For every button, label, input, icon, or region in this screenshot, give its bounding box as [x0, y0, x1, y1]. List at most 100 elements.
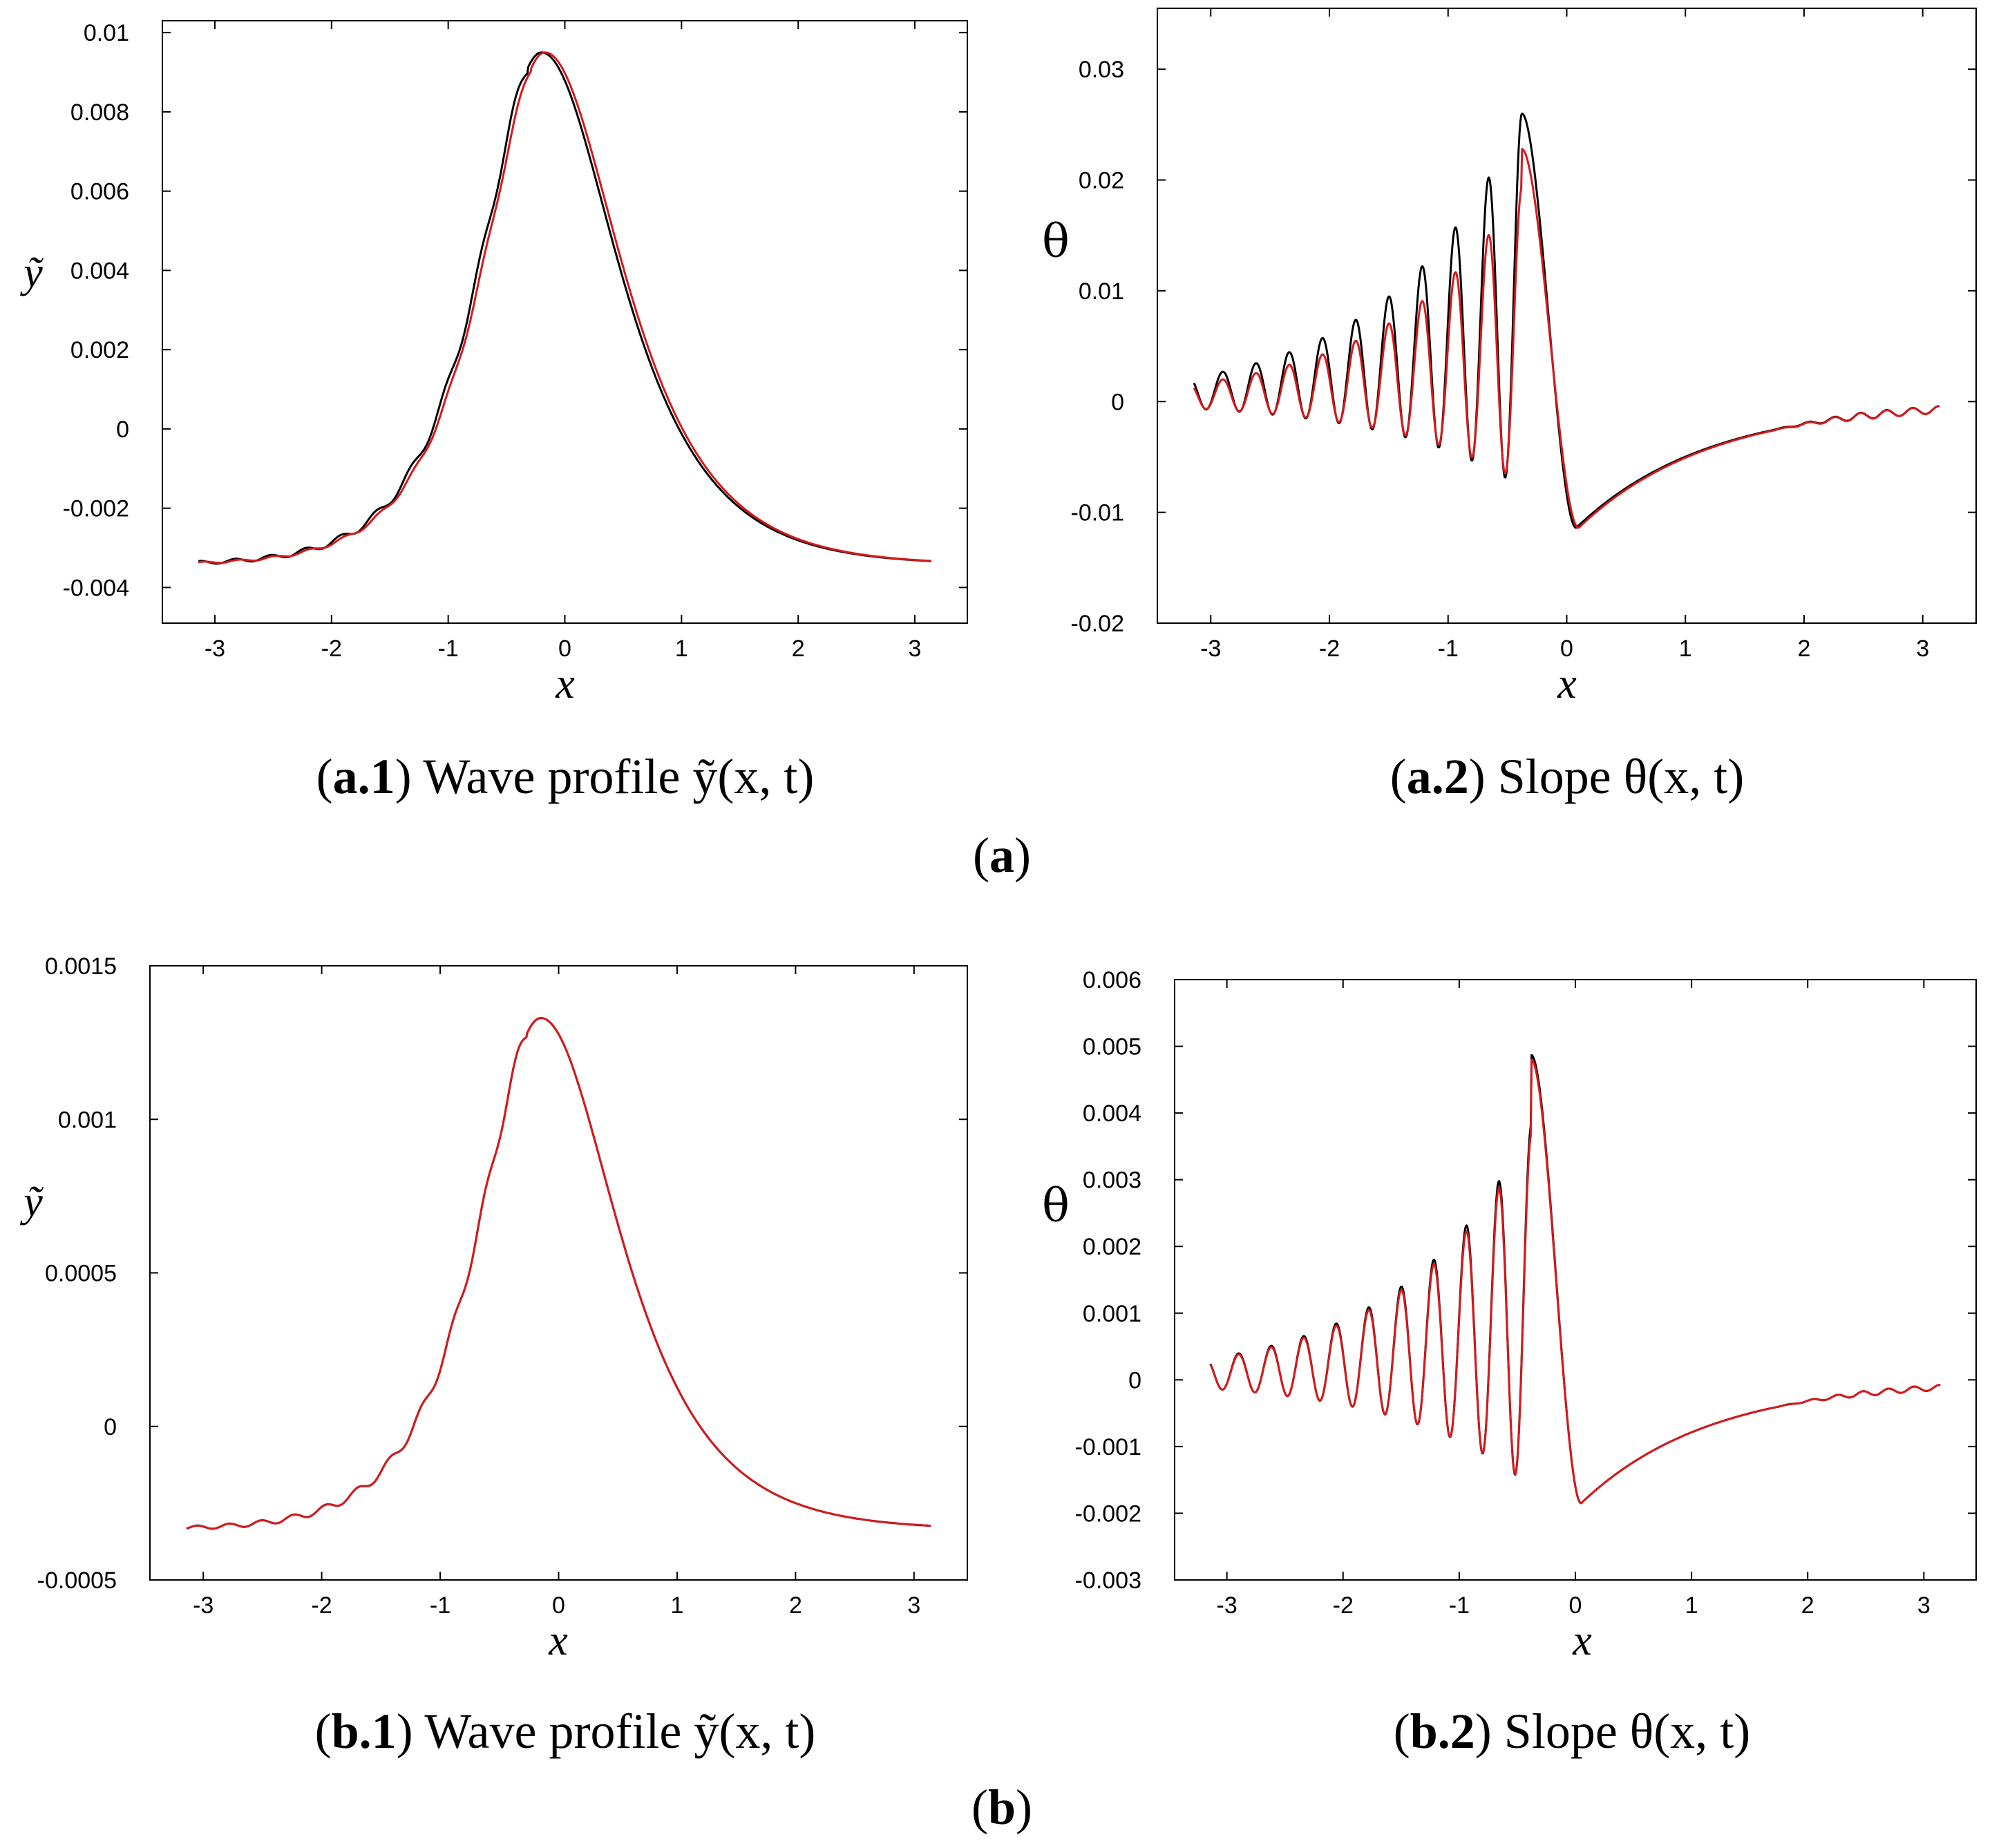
x-tick-label: -2 [311, 1592, 332, 1619]
x-tick-label: 1 [675, 636, 688, 662]
group-caption-b: (b) [971, 1780, 1032, 1835]
series-layer [1193, 112, 1940, 529]
x-tick-label: 2 [789, 1592, 802, 1619]
y-tick-label: -0.0005 [37, 1568, 117, 1594]
series-line-black [186, 1017, 931, 1530]
y-tick-label: 0.0015 [45, 953, 117, 980]
caption-text: Wave profile ỹ(x, t) [423, 749, 814, 804]
x-tick-label: -3 [1200, 636, 1221, 662]
y-axis-label: θ [1042, 1179, 1070, 1232]
plot-frame [149, 965, 968, 1581]
tick-layer: -3 -2 -1 0 1 2 3 0.03 0.02 0.01 0 -0.01 -0.02 [1071, 8, 1976, 662]
caption-text: Slope θ(x, t) [1498, 749, 1744, 804]
y-tick-label: -0.001 [1075, 1434, 1141, 1460]
x-tick-label: -1 [1449, 1592, 1470, 1619]
y-tick-label: 0.001 [58, 1107, 117, 1133]
x-tick-label: 1 [670, 1592, 683, 1619]
y-tick-label: 0.001 [1083, 1301, 1141, 1327]
series-layer [186, 1017, 931, 1530]
y-tick-label: 0.004 [1083, 1101, 1141, 1127]
x-tick-label: -1 [430, 1592, 451, 1619]
caption-number: a.2 [1407, 749, 1469, 804]
series-line-red [1209, 1058, 1941, 1505]
x-tick-label: -1 [438, 636, 459, 662]
y-tick-label: 0.0005 [45, 1261, 117, 1287]
series-line-red [1193, 148, 1940, 529]
y-tick-label: -0.004 [63, 575, 129, 601]
x-tick-label: -2 [1333, 1592, 1354, 1619]
y-tick-label: 0.01 [84, 20, 129, 46]
x-tick-label: -2 [321, 636, 342, 662]
y-tick-label: 0.008 [70, 99, 129, 126]
y-tick-label: 0.02 [1079, 168, 1124, 194]
y-tick-label: 0 [1111, 389, 1124, 415]
x-axis-label: x [555, 660, 575, 707]
y-axis-label: ỹ [19, 249, 44, 296]
y-tick-label: 0.002 [1083, 1234, 1141, 1260]
y-tick-label: 0 [104, 1414, 117, 1440]
y-tick-label: -0.002 [1075, 1501, 1141, 1527]
series-line-black [1209, 1054, 1941, 1505]
caption-number: b.2 [1410, 1704, 1475, 1759]
y-axis-label: ỹ [19, 1179, 44, 1226]
x-tick-label: -3 [205, 636, 225, 662]
series-line-black [198, 51, 932, 565]
tick-layer: -3 -2 -1 0 1 2 3 0.01 0.008 0.006 0.004 0.002 0 -0.00… [63, 20, 967, 662]
group-caption-label: b [988, 1780, 1016, 1835]
panel-caption: (b.1) Wave profile ỹ(x, t) [315, 1704, 816, 1759]
panel-caption: (b.2) Slope θ(x, t) [1394, 1704, 1750, 1759]
x-axis-label: x [548, 1617, 568, 1664]
series-line-black [1193, 112, 1940, 529]
caption-text: Slope θ(x, t) [1504, 1704, 1750, 1759]
series-line-red [186, 1017, 931, 1530]
y-tick-label: 0.003 [1083, 1168, 1141, 1194]
panel-a1: -3 -2 -1 0 1 2 3 0.01 0.008 0.006 0.004 0.002 0 -0.00… [19, 20, 968, 804]
x-tick-label: 0 [552, 1592, 565, 1619]
panel-caption: (a.2) Slope θ(x, t) [1390, 749, 1744, 804]
x-tick-label: -2 [1319, 636, 1340, 662]
y-tick-label: 0.006 [1083, 967, 1141, 993]
x-tick-label: -3 [1217, 1592, 1237, 1619]
x-tick-label: -3 [193, 1592, 214, 1619]
x-tick-label: 2 [792, 636, 805, 662]
panel-b2: -3 -2 -1 0 1 2 3 0.006 0.005 0.004 0.003 0.002 0.001… [1042, 967, 1977, 1759]
y-tick-label: 0 [116, 417, 129, 443]
plot-frame [1157, 8, 1977, 624]
y-axis-label: θ [1042, 215, 1070, 268]
panel-caption: (a.1) Wave profile ỹ(x, t) [316, 749, 815, 804]
x-tick-label: 3 [1916, 636, 1929, 662]
panel-a2: -3 -2 -1 0 1 2 3 0.03 0.02 0.01 0 -0.01 -0.02 x θ (a… [1042, 8, 1977, 804]
x-tick-label: -1 [1438, 636, 1459, 662]
group-caption-a: (a) [973, 828, 1031, 883]
y-tick-label: 0.004 [70, 258, 129, 284]
y-tick-label: -0.003 [1075, 1568, 1141, 1594]
series-line-red [198, 51, 932, 564]
y-tick-label: 0.03 [1079, 57, 1124, 83]
y-tick-label: 0.005 [1083, 1034, 1141, 1060]
series-layer [1209, 1054, 1941, 1505]
plot-frame [162, 20, 968, 624]
x-tick-label: 1 [1679, 636, 1692, 662]
y-tick-label: 0 [1128, 1367, 1141, 1393]
x-axis-label: x [1572, 1617, 1592, 1664]
x-axis-label: x [1557, 660, 1577, 707]
x-tick-label: 3 [907, 1592, 920, 1619]
x-tick-label: 1 [1685, 1592, 1698, 1619]
y-tick-label: 0.002 [70, 337, 129, 363]
caption-text: Wave profile ỹ(x, t) [424, 1704, 815, 1759]
x-tick-label: 3 [1917, 1592, 1931, 1619]
x-tick-label: 0 [1560, 636, 1573, 662]
tick-layer: -3 -2 -1 0 1 2 3 0.006 0.005 0.004 0.003 0.002 0.001… [1075, 967, 1976, 1619]
y-tick-label: -0.002 [63, 496, 129, 522]
y-tick-label: -0.02 [1071, 611, 1125, 637]
x-tick-label: 2 [1798, 636, 1811, 662]
caption-number: b.1 [332, 1704, 397, 1759]
tick-layer: -3 -2 -1 0 1 2 3 0.0015 0.001 0.0005 0 -0.0005 [37, 953, 967, 1619]
caption-number: a.1 [333, 749, 395, 804]
group-caption-label: a [989, 828, 1014, 883]
y-tick-label: -0.01 [1071, 500, 1125, 526]
series-layer [198, 51, 932, 565]
y-tick-label: 0.006 [70, 179, 129, 205]
